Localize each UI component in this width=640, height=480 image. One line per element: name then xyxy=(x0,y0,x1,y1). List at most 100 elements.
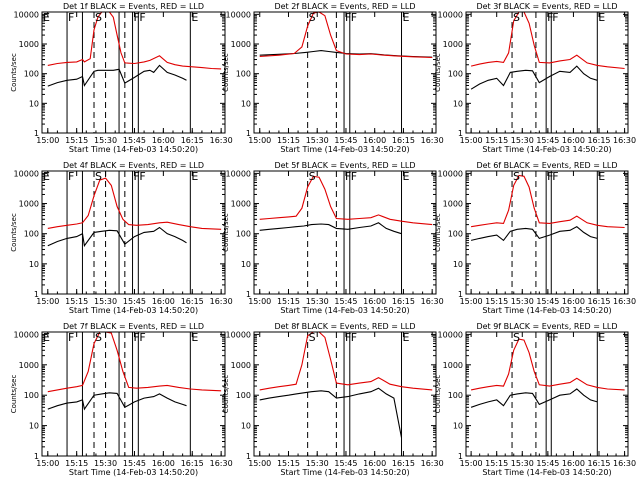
region-label: F xyxy=(139,331,145,344)
region-label: E xyxy=(191,11,198,24)
x-tick-label: 16:15 xyxy=(587,136,610,145)
y-tick-label: 1 xyxy=(458,452,463,461)
region-label: E xyxy=(191,331,198,344)
x-tick-label: 16:30 xyxy=(613,136,636,145)
x-tick-label: 15:00 xyxy=(36,136,59,145)
region-label: S xyxy=(309,331,316,344)
y-axis-label: Counts/sec xyxy=(222,53,230,92)
x-tick-label: 15:45 xyxy=(123,459,146,468)
x-tick-label: 15:00 xyxy=(36,459,59,468)
region-label: S xyxy=(309,11,316,24)
plot-frame xyxy=(41,11,226,134)
region-label: F xyxy=(134,11,140,24)
x-tick-label: 16:00 xyxy=(562,297,585,306)
x-tick-label: 16:30 xyxy=(210,297,233,306)
y-tick-label: 100 xyxy=(236,391,251,400)
y-tick-label: 1 xyxy=(458,129,463,138)
series-line-lld xyxy=(259,332,433,391)
region-label: F xyxy=(134,331,140,344)
region-label: F xyxy=(552,170,558,183)
x-tick-label: 15:15 xyxy=(277,459,300,468)
y-tick-label: 1000 xyxy=(231,200,251,209)
y-tick-label: 10 xyxy=(241,260,251,269)
region-label: E xyxy=(43,170,50,183)
x-tick-label: 15:45 xyxy=(334,136,357,145)
x-tick-label: 16:15 xyxy=(392,297,415,306)
x-tick-label: 15:30 xyxy=(511,297,534,306)
y-tick-label: 1 xyxy=(246,452,251,461)
x-axis-label: Start Time (14-Feb-03 14:50:20) xyxy=(69,306,198,315)
y-tick-label: 1000 xyxy=(231,40,251,49)
x-axis-label: Start Time (14-Feb-03 14:50:20) xyxy=(280,468,409,477)
x-tick-label: 16:30 xyxy=(421,459,444,468)
series-line-events xyxy=(47,392,187,411)
x-axis-label: Start Time (14-Feb-03 14:50:20) xyxy=(69,468,198,477)
y-tick-label: 10 xyxy=(453,422,463,431)
x-tick-label: 15:45 xyxy=(536,297,559,306)
region-label: E xyxy=(403,331,410,344)
x-tick-label: 15:30 xyxy=(94,136,117,145)
y-tick-label: 1 xyxy=(34,452,39,461)
x-tick-label: 15:30 xyxy=(306,136,329,145)
y-tick-label: 100 xyxy=(24,70,39,79)
panel-8: 1 10 100 1000 10000 15:00 15:15 15:30 15:45 16:00… xyxy=(222,322,444,477)
y-tick-label: 100 xyxy=(24,230,39,239)
x-tick-label: 16:30 xyxy=(210,459,233,468)
y-tick-label: 10 xyxy=(29,260,39,269)
y-tick-label: 1 xyxy=(246,290,251,299)
y-tick-label: 1000 xyxy=(443,40,463,49)
x-tick-label: 15:15 xyxy=(485,297,508,306)
y-axis-label: Counts/sec xyxy=(222,213,230,252)
region-label: E xyxy=(403,11,410,24)
x-axis-label: Start Time (14-Feb-03 14:50:20) xyxy=(280,306,409,315)
x-tick-label: 16:00 xyxy=(152,136,175,145)
panel-9: 1 10 100 1000 10000 15:00 15:15 15:30 15:45 16:00… xyxy=(434,322,636,477)
x-tick-label: 15:45 xyxy=(123,297,146,306)
region-label: E xyxy=(598,11,605,24)
panel-title: Det 2f BLACK = Events, RED = LLD xyxy=(274,2,415,11)
y-axis-label: Counts/sec xyxy=(10,213,18,252)
region-label: F xyxy=(68,11,74,24)
series-line-events xyxy=(47,226,187,248)
region-label: E xyxy=(598,331,605,344)
x-tick-label: 15:30 xyxy=(94,297,117,306)
panel-7: 1 10 100 1000 10000 15:00 15:15 15:30 15:45 16:00… xyxy=(10,322,233,477)
region-label: S xyxy=(95,331,102,344)
region-label: F xyxy=(68,170,74,183)
region-label: E xyxy=(403,170,410,183)
x-tick-label: 16:30 xyxy=(613,459,636,468)
series-line-lld xyxy=(470,338,625,391)
y-tick-label: 10 xyxy=(453,99,463,108)
panel-title: Det 8f BLACK = Events, RED = LLD xyxy=(274,322,415,331)
x-tick-label: 15:15 xyxy=(485,136,508,145)
y-tick-label: 1000 xyxy=(231,361,251,370)
y-tick-label: 1 xyxy=(34,129,39,138)
panel-title: Det 6f BLACK = Events, RED = LLD xyxy=(476,161,617,170)
x-tick-label: 15:45 xyxy=(536,459,559,468)
panel-title: Det 9f BLACK = Events, RED = LLD xyxy=(476,322,617,331)
x-tick-label: 15:30 xyxy=(306,459,329,468)
x-tick-label: 15:30 xyxy=(511,459,534,468)
x-tick-label: 15:15 xyxy=(65,136,88,145)
x-tick-label: 16:15 xyxy=(587,297,610,306)
x-tick-label: 16:15 xyxy=(181,459,204,468)
series-line-events xyxy=(470,65,598,90)
y-tick-label: 10 xyxy=(241,99,251,108)
y-tick-label: 100 xyxy=(236,230,251,239)
y-tick-label: 1000 xyxy=(443,361,463,370)
region-label: E xyxy=(598,170,605,183)
panel-1: 1 10 100 1000 10000 15:00 15:15 15:30 15:45 16:00… xyxy=(10,2,233,154)
series-line-events xyxy=(259,222,402,235)
series-line-lld xyxy=(259,12,433,59)
x-tick-label: 15:00 xyxy=(460,136,483,145)
x-tick-label: 15:45 xyxy=(334,297,357,306)
panel-4: 1 10 100 1000 10000 15:00 15:15 15:30 15:45 16:00… xyxy=(10,161,233,315)
region-label: F xyxy=(139,11,145,24)
x-tick-label: 16:15 xyxy=(181,297,204,306)
region-label: S xyxy=(513,170,520,183)
plot-frame xyxy=(253,331,437,457)
panel-title: Det 4f BLACK = Events, RED = LLD xyxy=(63,161,204,170)
plot-frame xyxy=(253,170,437,295)
x-tick-label: 15:15 xyxy=(65,459,88,468)
